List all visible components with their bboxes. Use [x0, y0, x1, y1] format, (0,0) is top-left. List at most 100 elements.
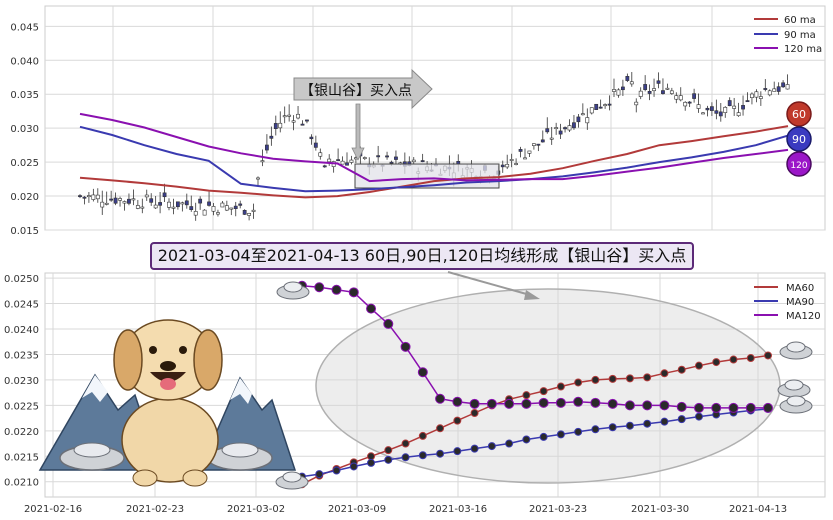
candle-body-154	[763, 88, 768, 90]
point-MA90-3	[349, 462, 358, 471]
candle-body-104	[540, 139, 545, 143]
candle-body-19	[162, 192, 167, 198]
point-MA90-23	[694, 412, 703, 421]
point-MA60-19	[625, 374, 634, 383]
candle-body-101	[527, 150, 532, 154]
candle-body-149	[741, 105, 745, 110]
bottom-ma-lines	[297, 280, 773, 489]
point-MA120-15	[555, 397, 566, 408]
point-MA120-20	[642, 400, 653, 411]
point-MA60-4	[367, 452, 376, 461]
candle-body-32	[220, 202, 225, 208]
candle-body-12	[131, 198, 136, 201]
bottom-x-tick-6: 2021-03-30	[631, 504, 689, 515]
candle-body-11	[127, 198, 131, 204]
candle-body-138	[692, 93, 697, 99]
point-MA120-3	[348, 287, 359, 298]
candle-body-132	[665, 87, 670, 90]
candle-body-16	[149, 198, 154, 203]
point-MA60-20	[643, 373, 652, 382]
candle-body-10	[122, 201, 127, 204]
point-MA60-18	[608, 374, 617, 383]
candle-body-14	[140, 206, 145, 209]
candle-body-110	[567, 125, 572, 131]
candle-body-36	[238, 203, 243, 206]
point-MA120-1	[314, 282, 325, 293]
point-MA90-21	[660, 417, 669, 426]
point-MA120-16	[573, 396, 584, 407]
top-y-tick-2: 0.025	[10, 158, 39, 169]
candle-body-133	[669, 90, 674, 94]
candle-body-134	[674, 95, 679, 100]
point-MA120-18	[607, 398, 618, 409]
candle-body-152	[754, 91, 759, 98]
pointer-arrow	[447, 271, 531, 296]
point-MA60-27	[764, 351, 772, 360]
candle-body-148	[736, 112, 741, 117]
candle-body-50	[300, 123, 305, 126]
dog-tongue	[160, 378, 176, 390]
point-MA60-15	[556, 382, 565, 391]
candle-body-157	[776, 86, 781, 92]
candle-body-4	[95, 194, 100, 200]
candle-body-142	[709, 106, 714, 111]
point-MA90-15	[556, 430, 565, 439]
candle-body-97	[509, 159, 514, 161]
candle-body-111	[572, 122, 576, 129]
candle-body-99	[518, 149, 523, 152]
bottom-y-tick-7: 0.0245	[4, 300, 39, 311]
candle-body-139	[696, 104, 701, 109]
annotation-text: 【银山谷】买入点	[300, 83, 412, 99]
point-MA90-19	[625, 421, 634, 430]
top-y-tick-4: 0.035	[10, 90, 39, 101]
point-MA120-27	[763, 402, 773, 413]
candle-body-125	[634, 101, 639, 106]
legend-label-ma90: 90 ma	[784, 30, 816, 41]
point-MA120-23	[693, 402, 704, 413]
bottom-y-tick-labels: 0.0210 0.0215 0.0220 0.0225 0.0230 0.0235 0.02…	[4, 274, 39, 489]
point-MA60-21	[660, 369, 669, 378]
bottom-y-tick-5: 0.0235	[4, 350, 39, 361]
candle-body-18	[158, 202, 163, 206]
bottom-x-tick-labels: 2021-02-16 2021-02-23 2021-03-02 2021-03-09…	[24, 504, 787, 515]
bottom-x-tick-4: 2021-03-16	[429, 504, 487, 515]
candle-body-64	[362, 157, 367, 159]
candle-body-59	[340, 160, 345, 165]
point-MA120-7	[417, 367, 428, 378]
top-y-tick-5: 0.040	[10, 56, 39, 67]
candle-body-135	[678, 95, 683, 101]
candle-body-118	[603, 104, 608, 107]
point-MA90-1	[315, 470, 324, 479]
candle-body-67	[376, 155, 381, 158]
candle-body-141	[705, 107, 710, 111]
ingot-icon-start-bottom	[275, 471, 309, 490]
candle-body-136	[683, 101, 688, 107]
bottom-x-tick-2: 2021-03-02	[227, 504, 285, 515]
dog-nose	[160, 361, 176, 371]
candle-body-112	[576, 116, 581, 123]
mountain-right-snow	[230, 378, 252, 404]
badge-60-label: 60	[792, 108, 806, 121]
candle-body-75	[411, 159, 416, 163]
candle-body-51	[305, 119, 309, 122]
candle-body-15	[144, 194, 149, 198]
candle-body-31	[216, 212, 220, 215]
top-ma-lines	[79, 112, 789, 199]
point-MA90-22	[677, 415, 686, 424]
candle-body-8	[113, 197, 118, 204]
candle-body-159	[785, 84, 790, 90]
candle-body-33	[224, 205, 229, 211]
candle-body-61	[349, 159, 354, 163]
candle-body-108	[558, 130, 563, 135]
point-MA90-16	[574, 427, 583, 436]
point-MA120-22	[676, 401, 687, 412]
candle-body-42	[264, 144, 269, 151]
candle-body-46	[282, 115, 287, 118]
point-MA90-8	[436, 449, 445, 458]
point-MA60-8	[436, 424, 445, 433]
candle-body-23	[180, 202, 185, 205]
bottom-y-tick-6: 0.0240	[4, 325, 39, 336]
top-grid	[45, 6, 825, 231]
point-MA90-7	[418, 451, 427, 460]
candle-body-44	[273, 123, 278, 129]
